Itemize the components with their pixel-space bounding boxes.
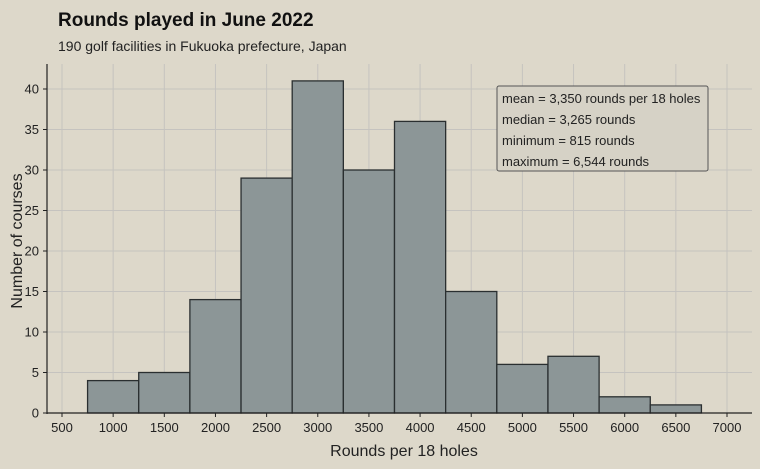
x-tick-label: 3500 <box>354 420 383 435</box>
x-tick-label: 5500 <box>559 420 588 435</box>
axes <box>43 64 752 417</box>
y-tick-label: 20 <box>25 244 39 259</box>
y-tick-label: 5 <box>32 365 39 380</box>
histogram-bar <box>342 169 396 414</box>
x-axis-tick-labels: 500 1000 1500 2000 2500 3000 3500 4000 4500 5000 5… <box>51 420 741 435</box>
histogram-bar <box>240 177 293 414</box>
x-tick-label: 6000 <box>610 420 639 435</box>
histogram-bar <box>496 363 549 414</box>
histogram-bar <box>138 371 191 414</box>
histogram-bar <box>547 355 600 414</box>
histogram-bars <box>86 80 703 414</box>
histogram-bar <box>86 379 140 414</box>
y-axis-tick-labels: 0 5 10 15 20 25 30 35 40 <box>25 82 39 421</box>
summary-stats-box: mean = 3,350 rounds per 18 holes median … <box>496 85 709 172</box>
x-tick-label: 500 <box>51 420 73 435</box>
x-tick-label: 4500 <box>457 420 486 435</box>
y-tick-label: 30 <box>25 163 39 178</box>
x-tick-label: 3000 <box>303 420 332 435</box>
x-tick-label: 1000 <box>99 420 128 435</box>
x-tick-label: 5000 <box>508 420 537 435</box>
histogram-bar <box>189 298 242 414</box>
histogram-bar <box>445 290 498 414</box>
histogram-bar <box>291 80 344 414</box>
x-tick-label: 1500 <box>150 420 179 435</box>
x-tick-label: 2000 <box>201 420 230 435</box>
histogram-bar <box>649 404 703 414</box>
x-axis-title: Rounds per 18 holes <box>330 443 478 460</box>
y-tick-label: 25 <box>25 203 39 218</box>
y-axis-title: Number of courses <box>9 173 26 308</box>
stat-maximum: maximum = 6,544 rounds <box>502 154 650 169</box>
chart-title: Rounds played in June 2022 <box>58 10 314 31</box>
y-tick-label: 35 <box>25 122 39 137</box>
histogram-bar <box>393 120 447 414</box>
histogram-bar <box>598 396 651 414</box>
stat-mean: mean = 3,350 rounds per 18 holes <box>502 91 701 106</box>
summary-stats-frame <box>496 85 709 172</box>
stat-median: median = 3,265 rounds <box>502 112 636 127</box>
chart-subtitle: 190 golf facilities in Fukuoka prefectur… <box>58 38 347 54</box>
y-tick-label: 40 <box>25 82 39 97</box>
x-tick-label: 2500 <box>252 420 281 435</box>
y-tick-label: 0 <box>32 406 39 421</box>
stat-minimum: minimum = 815 rounds <box>502 133 635 148</box>
x-tick-label: 6500 <box>661 420 690 435</box>
y-tick-label: 10 <box>25 325 39 340</box>
y-tick-label: 15 <box>25 284 39 299</box>
x-tick-label: 4000 <box>406 420 435 435</box>
x-tick-label: 7000 <box>713 420 742 435</box>
